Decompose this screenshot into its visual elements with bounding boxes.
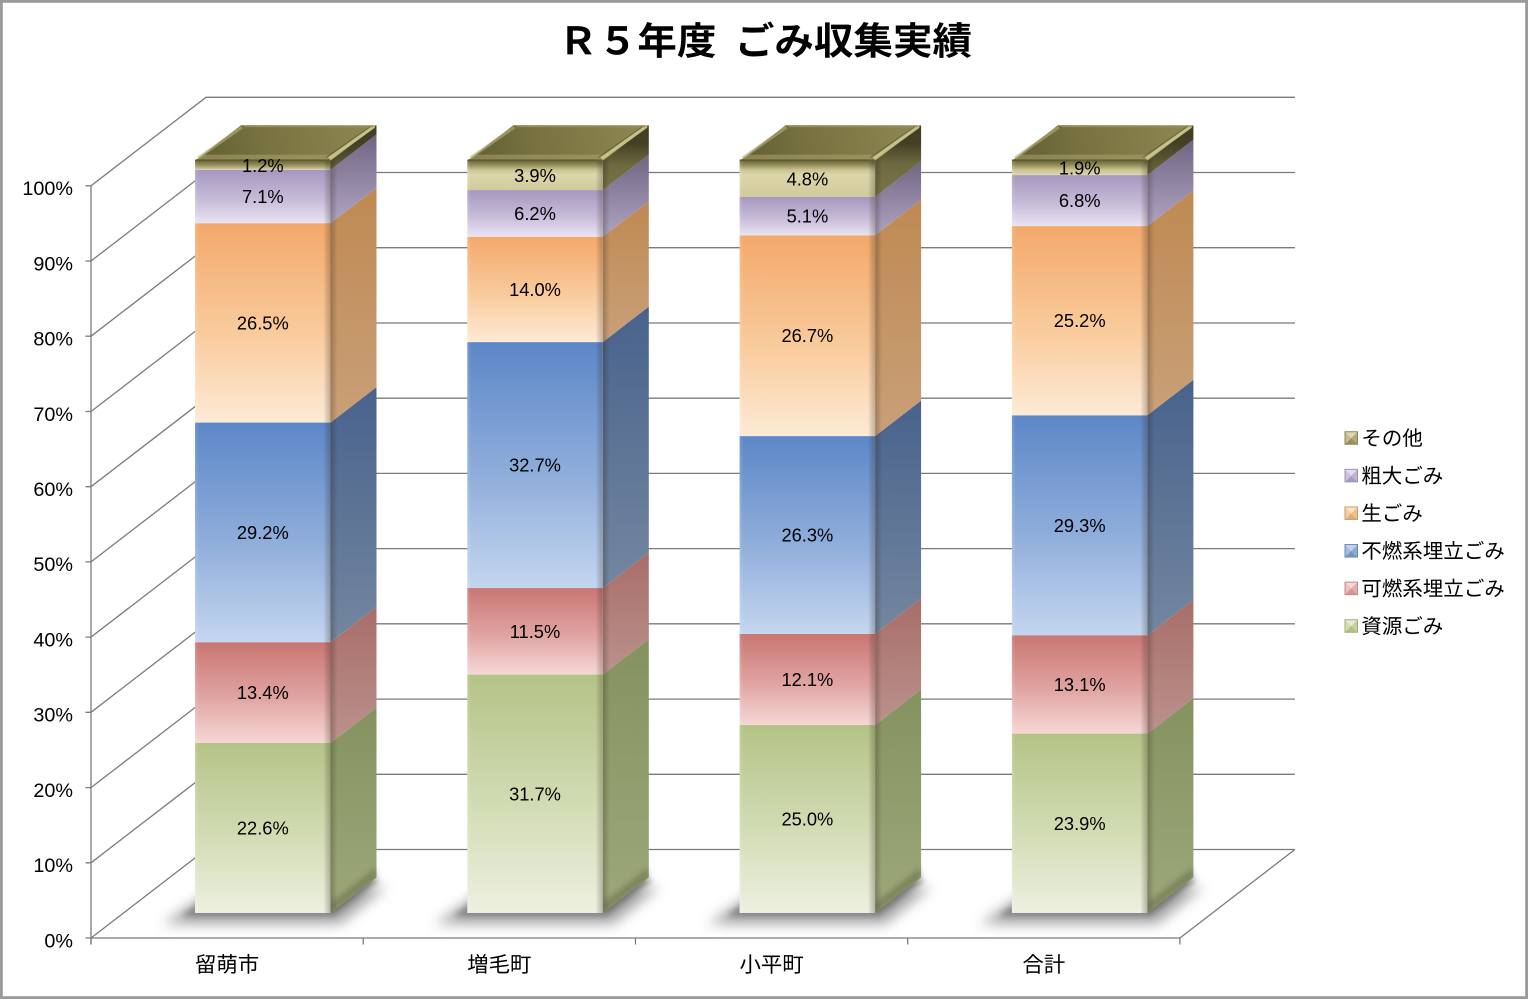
svg-text:6.2%: 6.2%: [514, 203, 556, 224]
svg-text:3.9%: 3.9%: [514, 165, 556, 186]
svg-text:25.2%: 25.2%: [1054, 310, 1106, 331]
svg-text:90%: 90%: [33, 253, 73, 275]
svg-text:29.3%: 29.3%: [1054, 515, 1106, 536]
svg-text:23.9%: 23.9%: [1054, 813, 1106, 834]
svg-text:1.9%: 1.9%: [1059, 157, 1101, 178]
svg-text:50%: 50%: [33, 554, 73, 576]
svg-text:80%: 80%: [33, 329, 73, 351]
svg-text:7.1%: 7.1%: [242, 186, 284, 207]
svg-text:1.2%: 1.2%: [242, 155, 284, 176]
svg-text:40%: 40%: [33, 629, 73, 651]
svg-text:31.7%: 31.7%: [509, 783, 561, 804]
svg-text:4.8%: 4.8%: [787, 168, 829, 189]
svg-text:12.1%: 12.1%: [781, 669, 833, 690]
svg-text:25.0%: 25.0%: [781, 809, 833, 830]
svg-text:5.1%: 5.1%: [787, 206, 829, 227]
svg-text:70%: 70%: [33, 404, 73, 426]
svg-text:20%: 20%: [33, 780, 73, 802]
svg-text:0%: 0%: [44, 930, 73, 952]
svg-text:11.5%: 11.5%: [510, 621, 560, 642]
svg-text:60%: 60%: [33, 479, 73, 501]
svg-text:22.6%: 22.6%: [237, 818, 289, 839]
svg-text:32.7%: 32.7%: [509, 455, 561, 476]
svg-text:29.2%: 29.2%: [237, 522, 289, 543]
svg-text:26.3%: 26.3%: [781, 525, 833, 546]
svg-text:6.8%: 6.8%: [1059, 190, 1101, 211]
svg-text:100%: 100%: [22, 178, 73, 200]
svg-text:26.7%: 26.7%: [781, 325, 833, 346]
svg-text:13.4%: 13.4%: [237, 682, 289, 703]
svg-text:10%: 10%: [33, 855, 73, 877]
svg-text:13.1%: 13.1%: [1054, 674, 1106, 695]
svg-text:26.5%: 26.5%: [237, 312, 289, 333]
svg-text:14.0%: 14.0%: [509, 279, 561, 300]
svg-text:30%: 30%: [33, 705, 73, 727]
